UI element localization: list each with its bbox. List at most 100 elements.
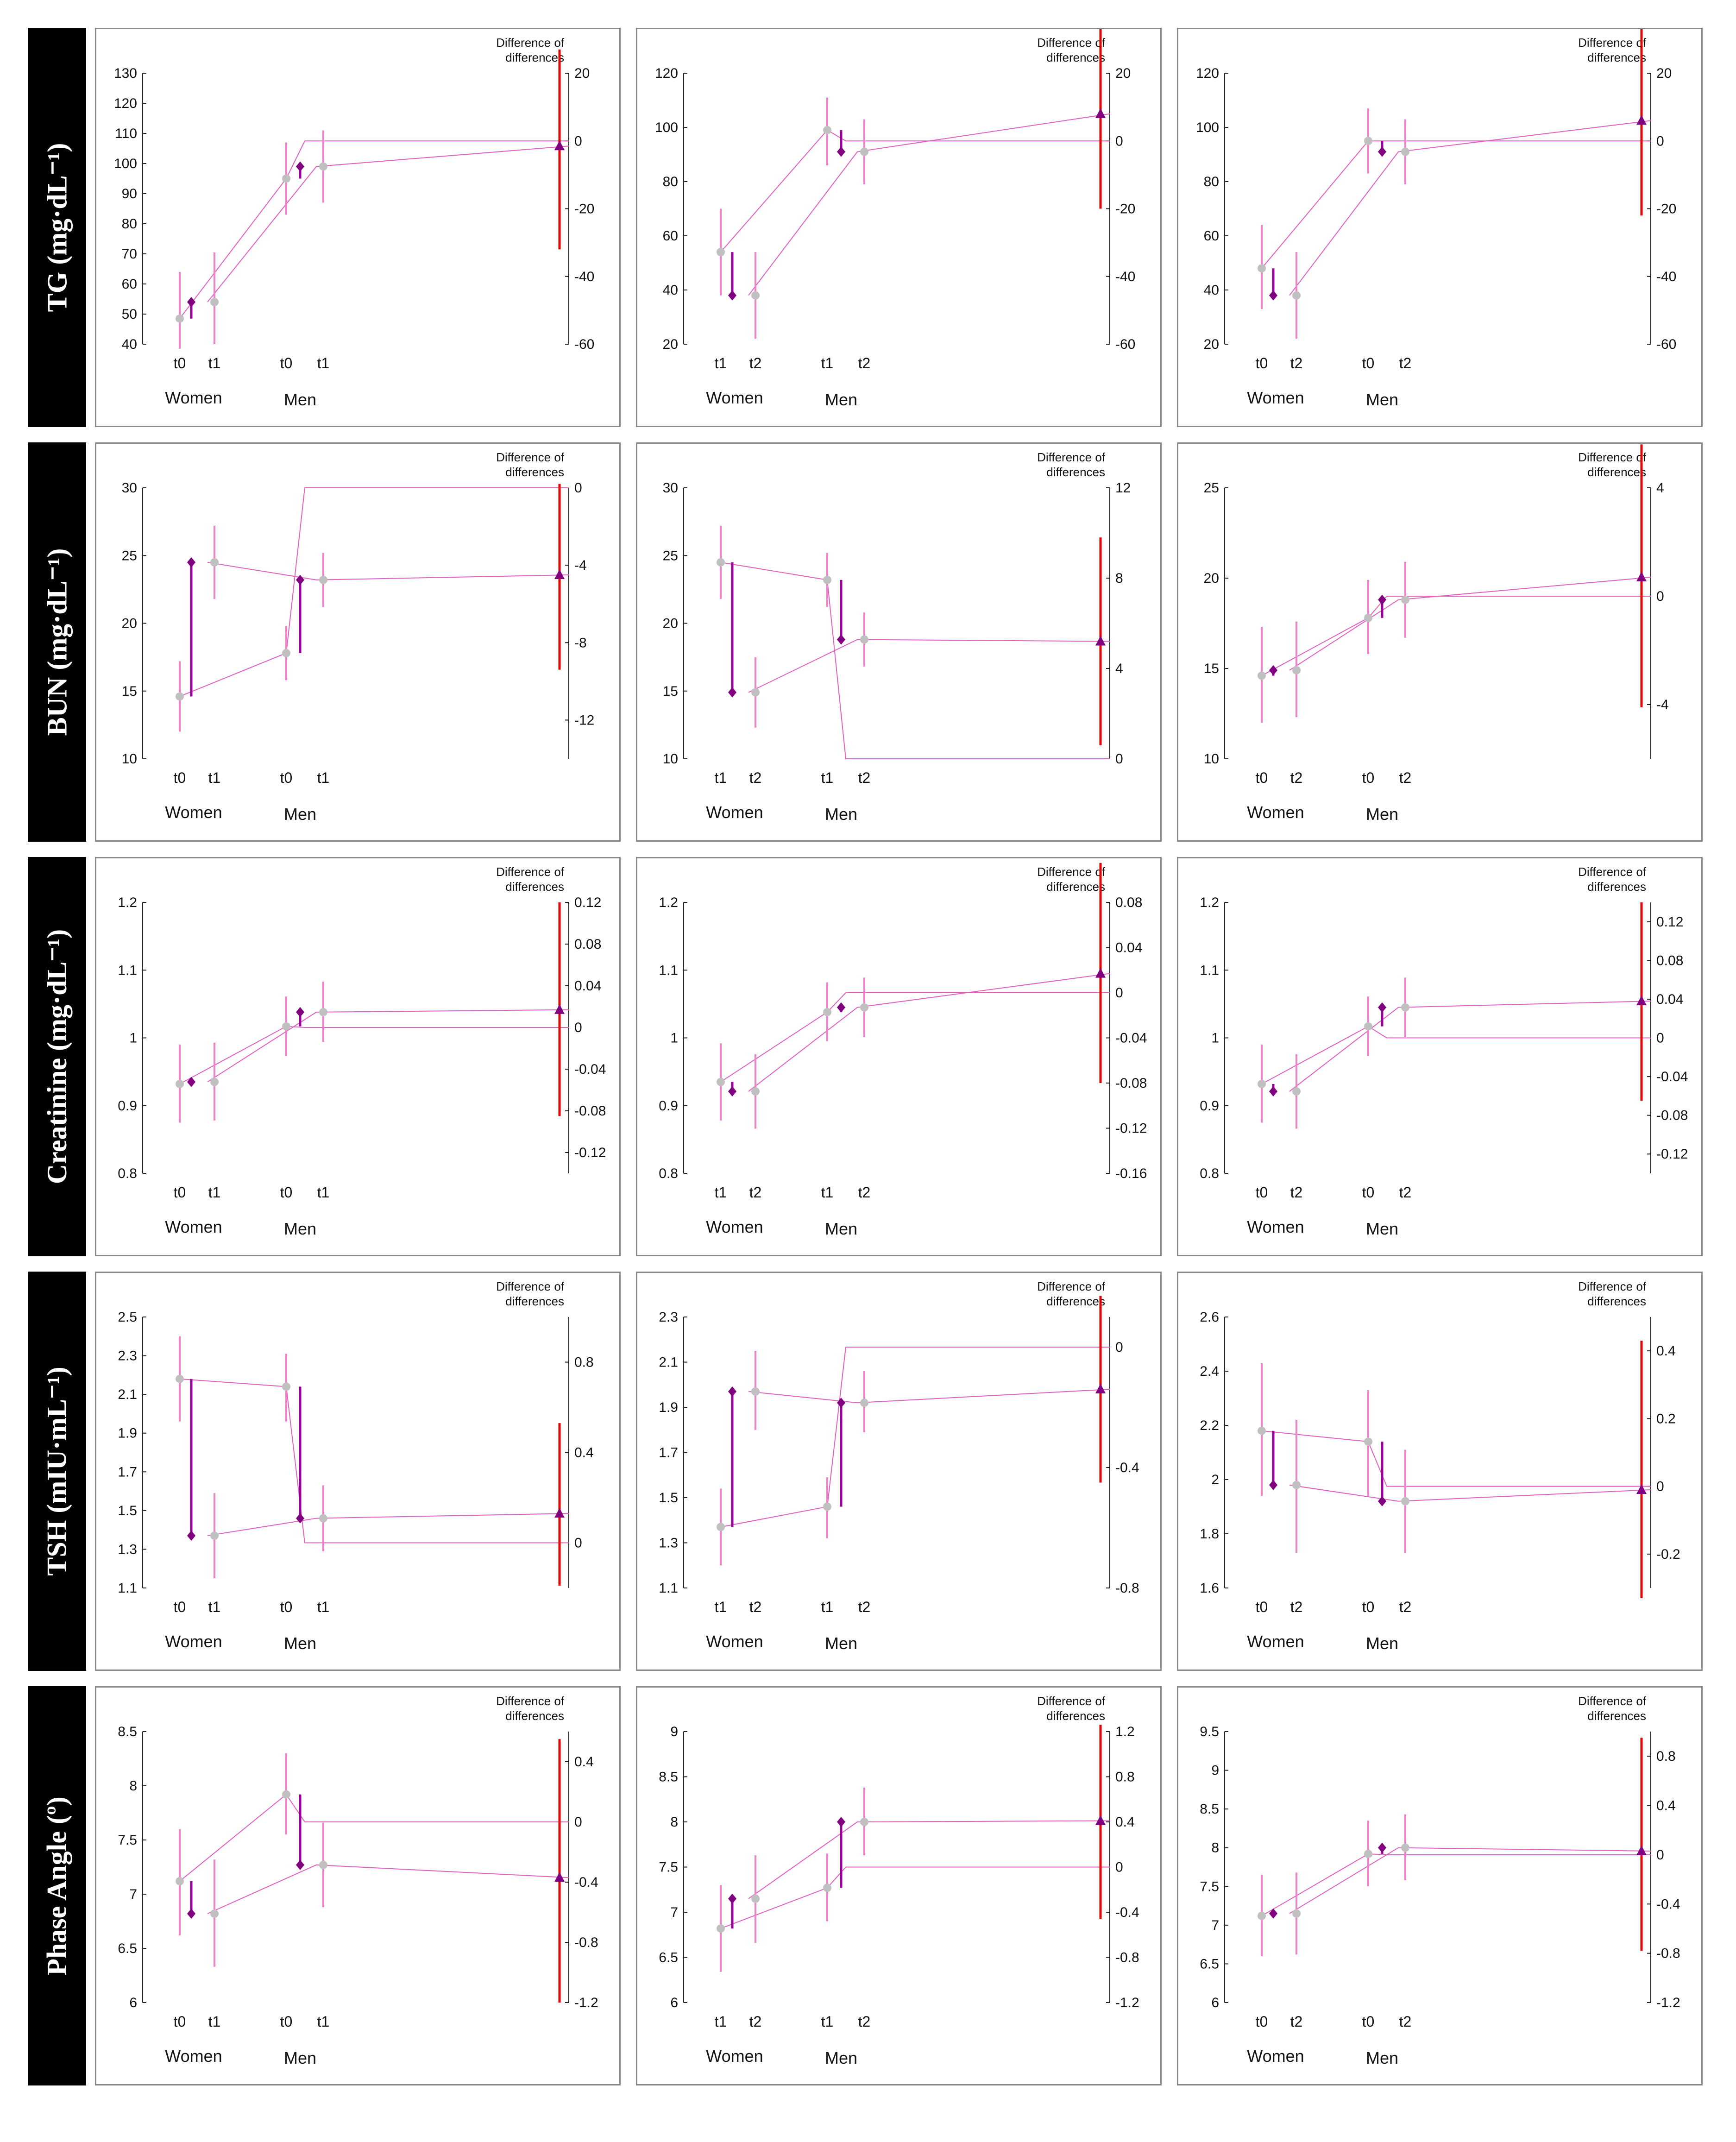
row-label: TG (mg·dL⁻¹) xyxy=(28,28,86,427)
group-label-women: Women xyxy=(165,1217,222,1236)
diff-header-line2: differences xyxy=(1046,50,1105,64)
right-axis-tick-label: 0 xyxy=(1115,1340,1123,1355)
diff-marker xyxy=(554,1508,565,1518)
mean-point xyxy=(1364,613,1372,622)
chart-svg: 1.6 1.8 2 2.2 2.4 2.6 -0.2 0 0.2 0.4 Difference of… xyxy=(1200,1279,1680,1653)
connector-line xyxy=(1261,140,1651,269)
mean-point xyxy=(176,692,184,701)
chart-panel: 1.6 1.8 2 2.2 2.4 2.6 -0.2 0 0.2 0.4 Difference of… xyxy=(1177,1272,1703,1671)
time-label: t0 xyxy=(1362,1599,1375,1615)
time-label: t2 xyxy=(1399,1599,1412,1615)
chart-svg: 20 40 60 80 100 120 -60 -40 -20 0 20 Difference ofd… xyxy=(655,29,1135,409)
connector-line xyxy=(720,992,1110,1083)
row-label: Creatinine (mg·dL⁻¹) xyxy=(28,857,86,1256)
time-label: t1 xyxy=(208,355,221,372)
connector-line xyxy=(748,973,1110,1092)
right-axis-tick-label: 0 xyxy=(574,1536,582,1551)
connector-line xyxy=(748,1820,1110,1899)
left-axis-tick-label: 8 xyxy=(129,1778,137,1794)
time-label: t2 xyxy=(1290,1599,1303,1615)
group-label-women: Women xyxy=(1247,388,1304,407)
right-axis-tick-label: -0.08 xyxy=(574,1103,606,1119)
change-marker xyxy=(837,634,845,645)
time-label: t1 xyxy=(821,1599,834,1615)
right-axis-tick-label: 8 xyxy=(1115,571,1123,586)
connector-line xyxy=(207,145,569,302)
left-axis-tick-label: 1 xyxy=(1211,1031,1219,1046)
diff-marker xyxy=(554,140,565,151)
time-label: t0 xyxy=(174,769,186,786)
connector-line xyxy=(179,487,569,697)
left-axis-tick-label: 8.5 xyxy=(1200,1802,1219,1817)
change-marker xyxy=(837,1398,845,1408)
left-axis-tick-label: 1.2 xyxy=(659,895,678,910)
mean-point xyxy=(717,1077,725,1086)
time-label: t2 xyxy=(858,1184,871,1201)
connector-line xyxy=(207,1009,569,1083)
change-marker xyxy=(728,1086,736,1097)
connector-line xyxy=(720,1347,1110,1528)
change-marker xyxy=(1269,665,1277,675)
left-axis-tick-label: 10 xyxy=(663,751,678,767)
time-label: t2 xyxy=(749,1599,762,1615)
left-axis-tick-label: 1.3 xyxy=(118,1542,137,1557)
left-axis-tick-label: 120 xyxy=(114,96,137,111)
left-axis-tick-label: 60 xyxy=(122,277,137,292)
left-axis-tick-label: 25 xyxy=(1204,480,1219,496)
left-axis-tick-label: 7 xyxy=(1211,1918,1219,1933)
time-label: t0 xyxy=(174,1599,186,1615)
left-axis-tick-label: 0.9 xyxy=(1200,1098,1219,1114)
right-axis-tick-label: 0 xyxy=(574,1020,582,1035)
right-axis-tick-label: 0.4 xyxy=(1656,1343,1676,1359)
mean-point xyxy=(1292,1909,1301,1918)
right-axis-tick-label: 0.8 xyxy=(574,1355,594,1370)
change-marker xyxy=(1378,146,1386,157)
mean-point xyxy=(1364,1437,1372,1446)
time-label: t0 xyxy=(280,1184,293,1201)
right-axis-tick-label: 0 xyxy=(574,480,582,496)
chart-svg: 0.8 0.9 1 1.1 1.2 -0.12 -0.08 -0.04 0 0.04 0.08 0.1… xyxy=(118,865,606,1238)
time-label: t1 xyxy=(715,769,727,786)
time-label: t0 xyxy=(174,355,186,372)
right-axis-tick-label: 4 xyxy=(1115,661,1123,676)
right-axis-tick-label: -0.4 xyxy=(1115,1460,1139,1475)
mean-point xyxy=(751,688,760,697)
change-marker xyxy=(728,1893,736,1904)
time-label: t1 xyxy=(208,769,221,786)
connector-line xyxy=(1289,1847,1651,1914)
left-axis-tick-label: 130 xyxy=(114,66,137,81)
diff-header-line1: Difference of xyxy=(496,1279,565,1293)
right-axis-tick-label: 0.08 xyxy=(1656,953,1683,968)
diff-marker xyxy=(1636,1845,1647,1855)
mean-point xyxy=(210,1531,219,1540)
left-axis-tick-label: 40 xyxy=(1204,283,1219,298)
change-marker xyxy=(187,1077,195,1087)
left-axis-tick-label: 40 xyxy=(122,337,137,352)
mean-point xyxy=(1258,1911,1266,1920)
chart-panel: 6 6.5 7 7.5 8 8.5 9 -1.2 -0.8 -0.4 0 0.4 0.8 1.2 Diffe… xyxy=(636,1686,1162,2085)
diff-header-line2: differences xyxy=(505,50,564,64)
left-axis-tick-label: 9 xyxy=(1211,1763,1219,1778)
time-label: t1 xyxy=(208,1184,221,1201)
diff-header-line2: differences xyxy=(1046,880,1105,894)
time-label: t2 xyxy=(858,355,871,372)
left-axis-tick-label: 7 xyxy=(129,1887,137,1902)
time-label: t0 xyxy=(280,1599,293,1615)
time-label: t2 xyxy=(1290,769,1303,786)
left-axis-tick-label: 40 xyxy=(663,283,678,298)
right-axis-tick-label: -0.8 xyxy=(1656,1946,1680,1961)
left-axis-tick-label: 8 xyxy=(1211,1840,1219,1856)
diff-header-line1: Difference of xyxy=(1578,36,1647,50)
diff-marker xyxy=(1636,572,1647,582)
diff-header-line2: differences xyxy=(1587,50,1646,64)
left-axis-tick-label: 1.6 xyxy=(1200,1581,1219,1596)
mean-point xyxy=(1401,595,1409,604)
time-label: t2 xyxy=(1290,2013,1303,2030)
left-axis-tick-label: 6.5 xyxy=(118,1941,137,1956)
mean-point xyxy=(319,1008,327,1016)
time-label: t1 xyxy=(317,2013,330,2030)
mean-point xyxy=(1364,1850,1372,1858)
left-axis-tick-label: 1.1 xyxy=(118,1581,137,1596)
left-axis-tick-label: 50 xyxy=(122,307,137,322)
